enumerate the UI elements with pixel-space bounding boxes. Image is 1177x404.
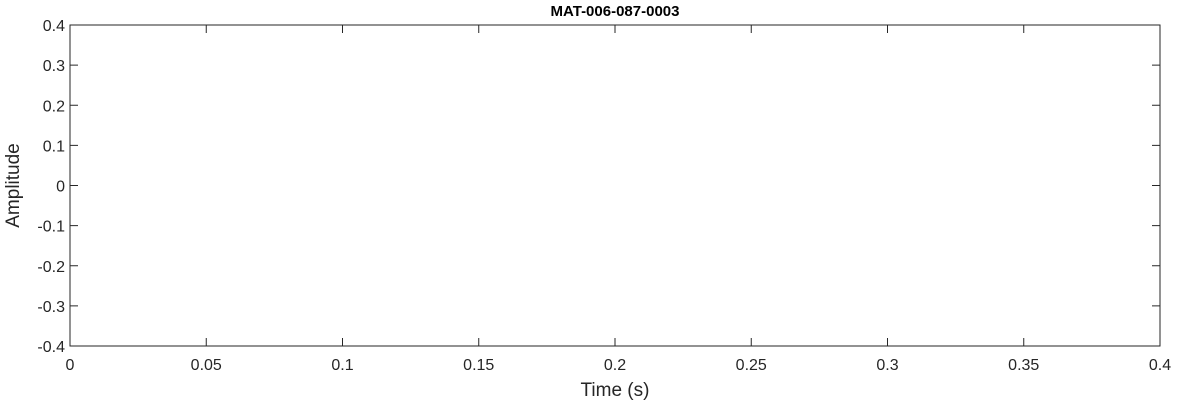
x-tick-label: 0.3	[876, 357, 898, 374]
tick-marks	[69, 24, 1161, 347]
y-tick-label: -0.3	[37, 299, 65, 316]
y-tick-label: 0	[56, 179, 65, 196]
y-tick-label: 0.1	[43, 138, 65, 155]
x-tick-label: 0	[66, 357, 75, 374]
x-tick-label: 0.05	[191, 357, 222, 374]
y-tick-label: -0.1	[37, 219, 65, 236]
x-tick-labels: 0 0.05 0.1 0.15 0.2 0.25 0.3 0.35 0.4	[66, 357, 1172, 374]
y-tick-label: -0.2	[37, 259, 65, 276]
x-tick-label: 0.1	[331, 357, 353, 374]
x-tick-label: 0.25	[736, 357, 767, 374]
chart-title: MAT-006-087-0003	[551, 3, 680, 20]
y-tick-labels: -0.4 -0.3 -0.2 -0.1 0 0.1 0.2 0.3 0.4	[37, 18, 65, 356]
y-tick-label: 0.3	[43, 58, 65, 75]
axes-border	[69, 24, 1161, 347]
x-tick-label: 0.4	[1149, 357, 1171, 374]
x-tick-label: 0.35	[1008, 357, 1039, 374]
x-axis-label: Time (s)	[581, 380, 650, 401]
x-tick-label: 0.2	[604, 357, 626, 374]
y-tick-label: 0.4	[43, 18, 65, 35]
y-axis-label: Amplitude	[3, 143, 24, 228]
y-tick-label: 0.2	[43, 98, 65, 115]
x-tick-label: 0.15	[463, 357, 494, 374]
y-tick-label: -0.4	[37, 339, 65, 356]
